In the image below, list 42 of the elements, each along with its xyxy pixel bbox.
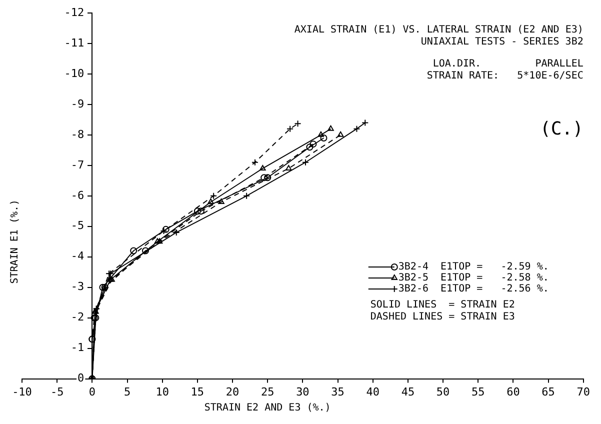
x-tick-label: 20 bbox=[226, 385, 240, 398]
x-tick-label: 5 bbox=[124, 385, 131, 398]
x-tick-label: -10 bbox=[12, 385, 32, 398]
x-tick-label: 40 bbox=[366, 385, 380, 398]
y-tick-label: -8 bbox=[70, 128, 84, 141]
legend-label: 3B2-6 E1TOP = -2.56 %. bbox=[398, 284, 549, 295]
x-tick-label: 45 bbox=[401, 385, 415, 398]
annotation: SOLID LINES = STRAIN E2 bbox=[370, 300, 515, 311]
legend-label: 3B2-5 E1TOP = -2.58 %. bbox=[398, 272, 549, 284]
y-tick-label: -9 bbox=[70, 97, 84, 110]
annotation: LOA.DIR. PARALLEL bbox=[432, 58, 584, 70]
y-tick-label: -5 bbox=[70, 219, 84, 232]
x-tick-label: 35 bbox=[331, 385, 344, 398]
annotation: STRAIN RATE: 5*10E-6/SEC bbox=[426, 70, 584, 82]
x-tick-label: 65 bbox=[542, 385, 555, 398]
x-tick-label: 50 bbox=[436, 385, 450, 398]
x-tick-label: 30 bbox=[296, 385, 310, 398]
x-tick-label: 25 bbox=[260, 385, 274, 398]
legend-label: 3B2-4 E1TOP = -2.59 %. bbox=[398, 262, 549, 273]
y-tick-label: -3 bbox=[70, 280, 84, 294]
x-tick-label: -5 bbox=[50, 385, 64, 398]
x-tick-label: 15 bbox=[190, 385, 204, 398]
x-axis-title: STRAIN E2 AND E3 (%.) bbox=[204, 402, 331, 414]
y-tick-label: -4 bbox=[70, 250, 85, 263]
y-tick-label: -11 bbox=[64, 36, 84, 50]
y-tick-label: -1 bbox=[70, 341, 84, 354]
y-tick-label: -10 bbox=[64, 66, 84, 80]
x-tick-label: 0 bbox=[88, 385, 96, 398]
x-tick-label: 60 bbox=[506, 385, 520, 398]
x-tick-label: 55 bbox=[471, 385, 485, 398]
x-tick-label: 70 bbox=[576, 385, 590, 398]
y-tick-label: 0 bbox=[78, 372, 84, 385]
annotation: DASHED LINES = STRAIN E3 bbox=[370, 312, 515, 323]
text: AXIAL STRAIN (E1) VS. LATERAL STRAIN (E2 AND E3) bbox=[294, 24, 584, 36]
y-tick-label: -6 bbox=[70, 188, 84, 202]
x-tick-label: 10 bbox=[156, 385, 169, 398]
annotation: (C.) bbox=[540, 118, 584, 140]
text: UNIAXIAL TESTS - SERIES 3B2 bbox=[420, 36, 584, 48]
y-tick-label: -2 bbox=[70, 310, 84, 324]
y-axis-title: STRAIN E1 (%.) bbox=[10, 199, 21, 284]
y-tick-label: -12 bbox=[64, 6, 84, 19]
y-tick-label: -7 bbox=[70, 158, 84, 172]
